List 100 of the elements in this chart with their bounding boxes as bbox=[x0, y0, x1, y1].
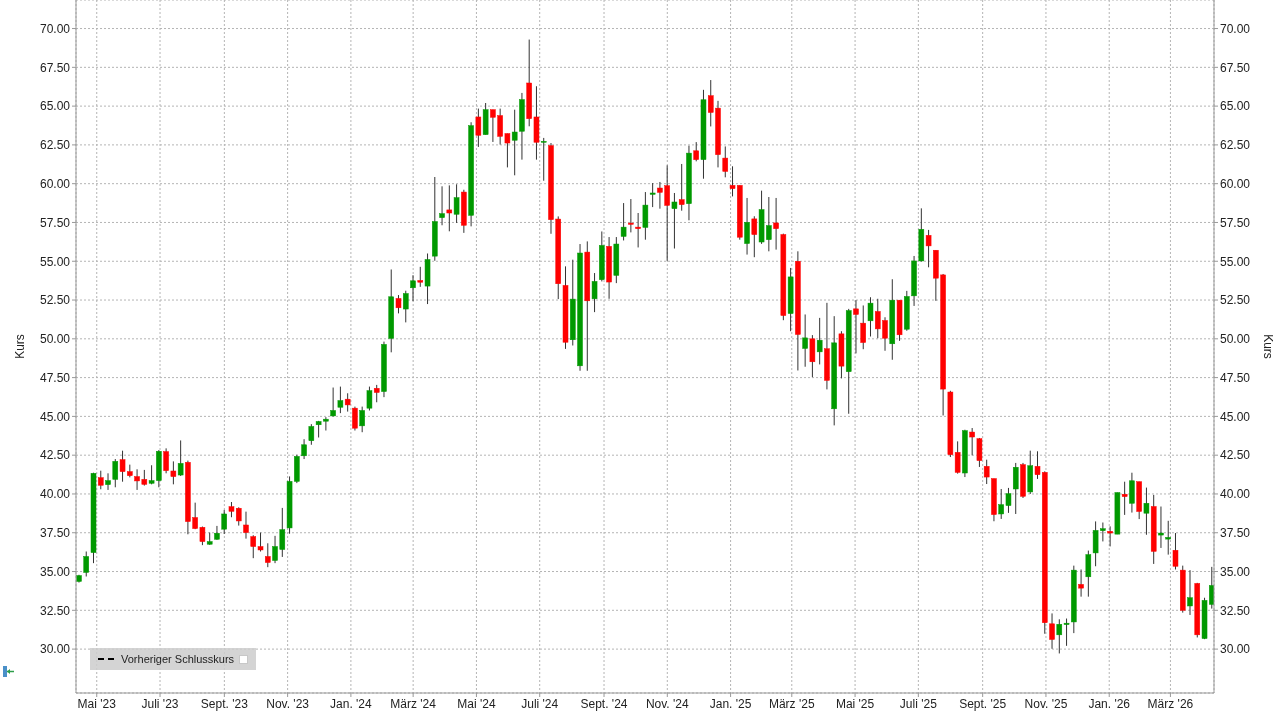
candlestick bbox=[330, 387, 336, 418]
y-tick-label: 30.00 bbox=[39, 642, 71, 657]
candlestick bbox=[1158, 506, 1164, 549]
candlestick bbox=[359, 406, 365, 433]
candlestick bbox=[678, 163, 685, 212]
y2-tick-label: 42.50 bbox=[1220, 448, 1251, 463]
y-tick-label: 62.50 bbox=[39, 138, 71, 153]
candlestick bbox=[671, 192, 678, 250]
candlestick bbox=[628, 198, 634, 233]
candlestick bbox=[1172, 532, 1179, 571]
y-tick-label: 37.50 bbox=[39, 526, 71, 540]
candlestick bbox=[301, 438, 307, 460]
y-tick-label: 35.00 bbox=[39, 564, 71, 579]
x-tick-label: Juli '23 bbox=[141, 696, 179, 711]
y-tick-label: 52.50 bbox=[39, 293, 71, 308]
y2-tick-label: 45.00 bbox=[1220, 409, 1251, 424]
y2-tick-label: 32.50 bbox=[1220, 603, 1251, 618]
y-tick-label: 42.50 bbox=[39, 448, 71, 463]
candlestick bbox=[722, 145, 729, 178]
y-tick-label: 45.00 bbox=[39, 409, 71, 424]
candlestick bbox=[352, 406, 358, 432]
candlestick bbox=[816, 317, 823, 365]
candlestick bbox=[969, 427, 975, 456]
y2-tick-label: 60.00 bbox=[1220, 176, 1251, 191]
candlestick bbox=[620, 202, 627, 241]
y-tick-label: 70.00 bbox=[39, 21, 71, 36]
candlestick bbox=[853, 299, 859, 354]
x-tick-label: März '26 bbox=[1147, 696, 1194, 711]
y-tick-label: 60.00 bbox=[39, 176, 71, 191]
legend-label: Vorheriger Schlusskurs bbox=[121, 653, 235, 665]
candlestick bbox=[591, 272, 598, 313]
y2-axis-title: Kurs bbox=[1260, 334, 1275, 359]
candlestick bbox=[809, 334, 816, 378]
y2-tick-label: 65.00 bbox=[1220, 99, 1251, 114]
x-tick-label: Sept. '24 bbox=[580, 696, 628, 711]
y2-tick-label: 70.00 bbox=[1220, 21, 1251, 36]
candlestick bbox=[983, 459, 990, 485]
candlestick bbox=[540, 137, 547, 182]
x-tick-label: Juli '24 bbox=[521, 696, 559, 711]
x-tick-label: Nov. '25 bbox=[1024, 696, 1068, 711]
candlestick bbox=[177, 439, 184, 477]
candlestick bbox=[1049, 612, 1055, 650]
x-tick-label: Sept. '25 bbox=[959, 696, 1007, 711]
candlestick bbox=[867, 296, 874, 337]
y2-tick-label: 47.50 bbox=[1220, 370, 1251, 385]
candlestick bbox=[635, 212, 641, 248]
candlestick bbox=[693, 141, 699, 162]
y-tick-label: 55.00 bbox=[39, 254, 71, 269]
y2-tick-label: 67.50 bbox=[1220, 60, 1251, 75]
candlestick bbox=[395, 294, 402, 314]
y2-tick-label: 30.00 bbox=[1220, 642, 1251, 657]
candlestick bbox=[744, 197, 750, 256]
x-tick-label: Mai '23 bbox=[77, 696, 117, 711]
candlestick bbox=[221, 509, 227, 535]
candlestick bbox=[802, 313, 808, 368]
y2-tick-label: 62.50 bbox=[1220, 138, 1251, 153]
y-tick-label: 32.50 bbox=[39, 603, 71, 618]
x-tick-label: März '25 bbox=[768, 696, 815, 711]
candlestick bbox=[417, 266, 424, 288]
candlestick bbox=[1085, 550, 1092, 598]
y2-tick-label: 50.00 bbox=[1220, 332, 1251, 347]
y-tick-label: 65.00 bbox=[39, 99, 71, 114]
x-tick-label: Jan. '24 bbox=[330, 696, 373, 711]
x-tick-label: Nov. '23 bbox=[266, 696, 310, 711]
x-tick-label: Mai '25 bbox=[835, 696, 875, 711]
candlestick bbox=[1012, 462, 1019, 515]
y2-tick-label: 57.50 bbox=[1220, 215, 1251, 230]
y2-tick-label: 55.00 bbox=[1220, 254, 1251, 269]
candlestick bbox=[1143, 487, 1150, 536]
candlestick bbox=[642, 191, 649, 241]
candlestick bbox=[403, 290, 409, 323]
x-tick-label: Juli '25 bbox=[899, 696, 938, 711]
y2-tick-label: 40.00 bbox=[1220, 487, 1251, 502]
y2-tick-label: 35.00 bbox=[1220, 564, 1251, 579]
candlestick bbox=[439, 185, 445, 226]
candlestick bbox=[337, 386, 344, 414]
y-tick-label: 40.00 bbox=[39, 487, 71, 502]
candlestick bbox=[475, 108, 482, 148]
x-tick-label: Sept. '23 bbox=[200, 696, 249, 711]
x-tick-label: Nov. '24 bbox=[645, 696, 689, 711]
candlestick bbox=[366, 386, 373, 411]
y-tick-label: 50.00 bbox=[39, 332, 71, 347]
candlestick bbox=[860, 304, 866, 350]
candlestick bbox=[925, 229, 932, 268]
candlestick bbox=[344, 392, 351, 413]
y-tick-label: 47.50 bbox=[39, 370, 71, 385]
candlestick bbox=[112, 458, 119, 488]
candlestick bbox=[976, 437, 983, 468]
x-tick-label: März '24 bbox=[390, 696, 437, 711]
candlestick bbox=[308, 423, 315, 446]
candlestick bbox=[98, 470, 104, 490]
candlestick bbox=[1165, 520, 1171, 556]
candlestick bbox=[105, 472, 111, 491]
candlestick bbox=[773, 197, 779, 251]
candlestick bbox=[410, 274, 416, 302]
y-tick-label: 57.50 bbox=[39, 215, 71, 230]
y2-tick-label: 52.50 bbox=[1220, 293, 1251, 308]
candlestick bbox=[83, 551, 89, 577]
candlestick bbox=[649, 182, 656, 208]
candlestick bbox=[751, 215, 758, 258]
